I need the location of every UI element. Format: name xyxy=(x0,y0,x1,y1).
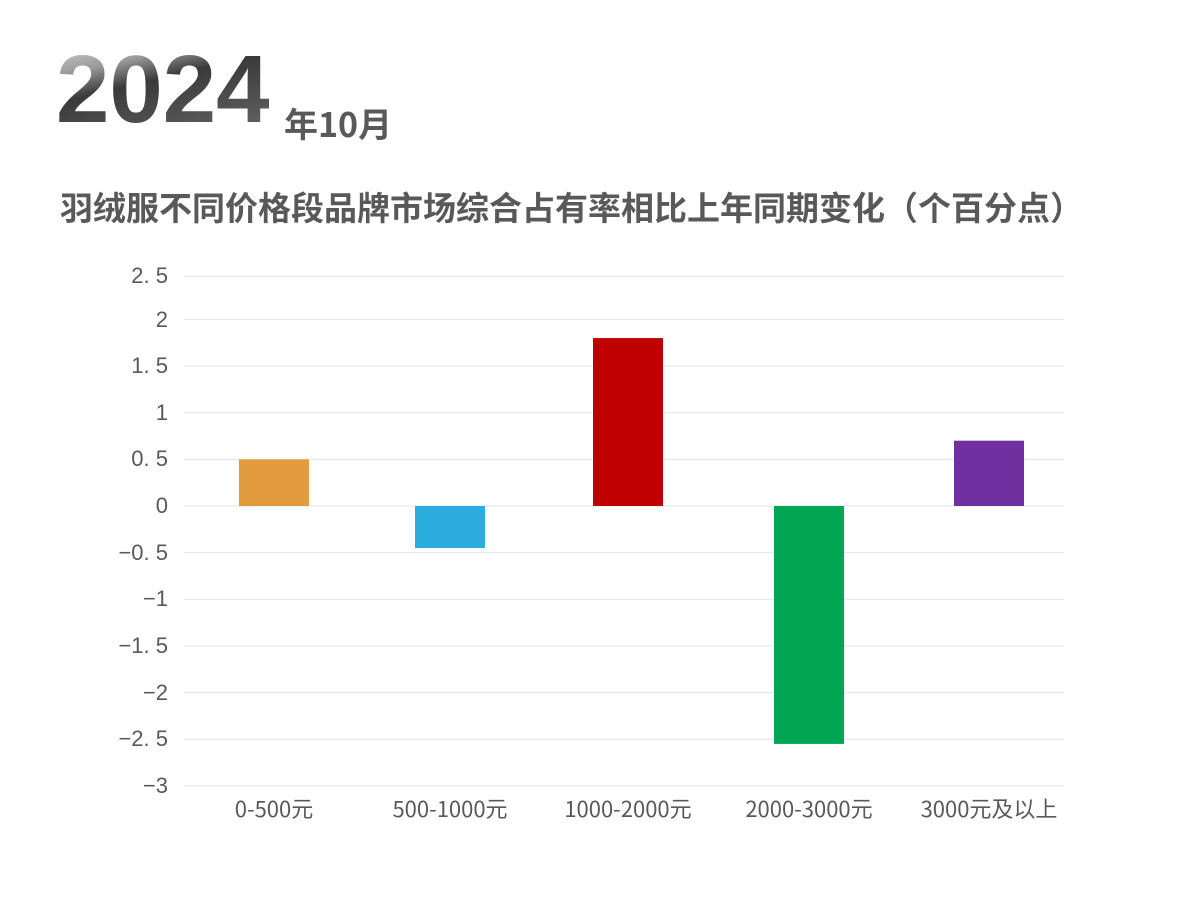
svg-text:−0. 5: −0. 5 xyxy=(118,540,168,565)
svg-text:−2: −2 xyxy=(143,680,168,705)
svg-text:−1. 5: −1. 5 xyxy=(118,633,168,658)
svg-text:−2. 5: −2. 5 xyxy=(118,726,168,751)
svg-text:3000元及以上: 3000元及以上 xyxy=(921,792,1058,824)
svg-text:2: 2 xyxy=(156,307,168,332)
svg-text:−3: −3 xyxy=(143,773,168,798)
svg-text:0-500元: 0-500元 xyxy=(235,792,313,824)
svg-text:1000-2000元: 1000-2000元 xyxy=(564,792,691,824)
svg-text:1. 5: 1. 5 xyxy=(131,353,168,378)
svg-text:0: 0 xyxy=(156,493,168,518)
svg-text:2000-3000元: 2000-3000元 xyxy=(745,792,872,824)
svg-text:1: 1 xyxy=(156,400,168,425)
svg-text:2. 5: 2. 5 xyxy=(131,263,168,288)
svg-text:−1: −1 xyxy=(143,586,168,611)
svg-text:0. 5: 0. 5 xyxy=(131,446,168,471)
svg-text:500-1000元: 500-1000元 xyxy=(392,792,507,824)
